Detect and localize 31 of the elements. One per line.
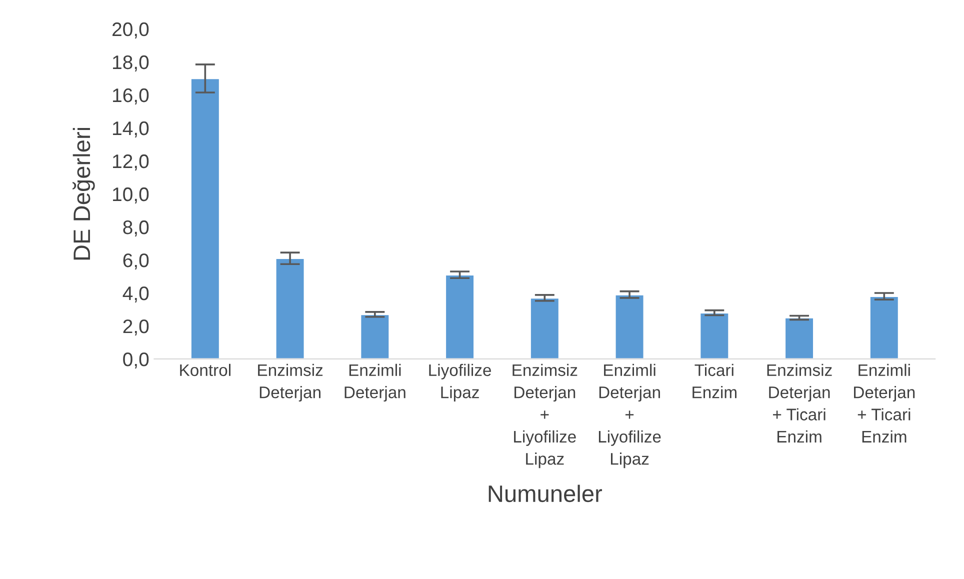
x-tick-label: Ticari Enzim xyxy=(692,364,736,398)
y-tick-label: 2,0 xyxy=(123,319,149,336)
x-tick-label: Enzimsiz Deterjan + Liyofilize Lipaz xyxy=(512,364,578,468)
y-tick-label: 0,0 xyxy=(123,352,149,369)
y-tick-label: 6,0 xyxy=(123,253,149,270)
bar xyxy=(190,78,220,359)
y-tick-label: 20,0 xyxy=(112,22,149,38)
bar xyxy=(360,314,390,359)
y-tick-label: 12,0 xyxy=(113,154,149,170)
y-tick-label: 16,0 xyxy=(113,88,149,104)
bar xyxy=(444,274,475,359)
bar xyxy=(869,296,900,359)
bar xyxy=(530,297,560,359)
x-tick-label: Enzimsiz Deterjan + Ticari Enzim xyxy=(767,364,832,442)
bar xyxy=(274,258,306,359)
bar xyxy=(699,312,730,359)
x-tick-label: Enzimsiz Deterjan xyxy=(258,364,323,402)
y-tick-label: 14,0 xyxy=(113,121,149,138)
x-tick-label: Enzimli Deterjan + Liyofilize Lipaz xyxy=(598,364,661,468)
y-axis-title: DE Değerleri xyxy=(72,128,95,260)
bar xyxy=(614,294,645,359)
y-tick-label: 4,0 xyxy=(122,286,149,303)
y-tick-label: 8,0 xyxy=(123,220,149,236)
x-tick-label: Kontrol xyxy=(180,364,230,376)
y-tick-label: 10,0 xyxy=(113,187,149,204)
bar xyxy=(784,317,814,359)
x-tick-label: Liyofilize Lipaz xyxy=(429,364,492,402)
x-tick-label: Enzimli Deterjan + Ticari Enzim xyxy=(854,364,915,442)
x-tick-label: Enzimli Deterjan xyxy=(344,364,406,402)
y-tick-label: 18,0 xyxy=(113,55,149,72)
x-axis-title: Numuneler xyxy=(488,484,602,502)
